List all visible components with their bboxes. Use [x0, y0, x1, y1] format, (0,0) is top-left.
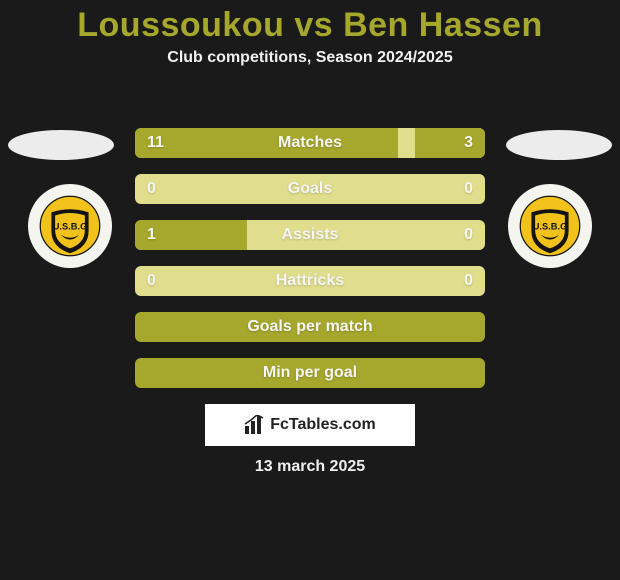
stat-label: Matches: [135, 128, 485, 158]
brand-label: FcTables.com: [270, 416, 376, 434]
chart-icon: [244, 415, 266, 435]
stat-bar: Assists1 0: [135, 220, 485, 250]
stat-value-right: 0: [464, 220, 473, 250]
stat-value-left: 1: [147, 220, 156, 250]
brand-badge: FcTables.com: [205, 404, 415, 446]
stat-bar: Goals per match: [135, 312, 485, 342]
stat-label: Hattricks: [135, 266, 485, 296]
comparison-infographic: Loussoukou vs Ben Hassen Club competitio…: [0, 6, 620, 580]
stat-label: Min per goal: [135, 358, 485, 388]
stat-label: Goals: [135, 174, 485, 204]
stat-label: Assists: [135, 220, 485, 250]
stat-bar: Goals0 0: [135, 174, 485, 204]
shield-icon: U.S.B.G: [39, 195, 101, 257]
stat-value-right: 0: [464, 174, 473, 204]
shield-icon: U.S.B.G: [519, 195, 581, 257]
club-crest-right: U.S.B.G: [508, 184, 592, 268]
stat-label: Goals per match: [135, 312, 485, 342]
date-label: 13 march 2025: [0, 458, 620, 476]
club-crest-left: U.S.B.G: [28, 184, 112, 268]
stat-value-left: 0: [147, 174, 156, 204]
stat-bars: Matches113Goals00Assists10Hattricks00Goa…: [135, 128, 485, 404]
stat-bar: Hattricks0 0: [135, 266, 485, 296]
stat-bar: Matches11 3: [135, 128, 485, 158]
subtitle: Club competitions, Season 2024/2025: [0, 49, 620, 67]
stat-value-left: 11: [147, 128, 164, 158]
stat-value-left: 0: [147, 266, 156, 296]
stat-value-right: 0: [464, 266, 473, 296]
svg-text:U.S.B.G: U.S.B.G: [533, 222, 568, 232]
stat-value-right: 3: [464, 128, 473, 158]
svg-text:U.S.B.G: U.S.B.G: [53, 222, 88, 232]
player-silhouette-left: [8, 130, 114, 160]
page-title: Loussoukou vs Ben Hassen: [0, 6, 620, 45]
stat-bar: Min per goal: [135, 358, 485, 388]
player-silhouette-right: [506, 130, 612, 160]
